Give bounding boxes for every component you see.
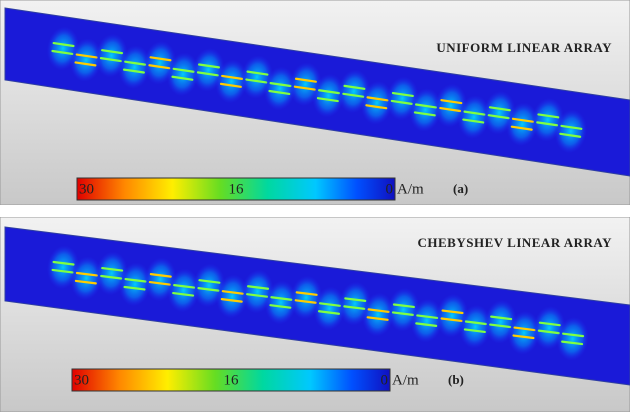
panel-caption: (b) (448, 372, 464, 387)
scale-label: 16 (229, 181, 245, 197)
panel-caption: (a) (453, 181, 468, 196)
scale-label: 30 (79, 181, 94, 197)
unit-label: A/m (397, 181, 424, 197)
unit-label: A/m (392, 372, 419, 388)
scale-label: 16 (224, 372, 240, 388)
scale-label: 0 (381, 372, 389, 388)
scale-label: 0 (386, 181, 394, 197)
page: UNIFORM LINEAR ARRAY30160A/m(a) CHEBYSHE… (0, 0, 630, 412)
array-title: UNIFORM LINEAR ARRAY (436, 40, 612, 55)
scale-label: 30 (74, 372, 89, 388)
array-title: CHEBYSHEV LINEAR ARRAY (418, 235, 613, 250)
panel: CHEBYSHEV LINEAR ARRAY 30 16 0A/m (b) (0, 217, 630, 412)
